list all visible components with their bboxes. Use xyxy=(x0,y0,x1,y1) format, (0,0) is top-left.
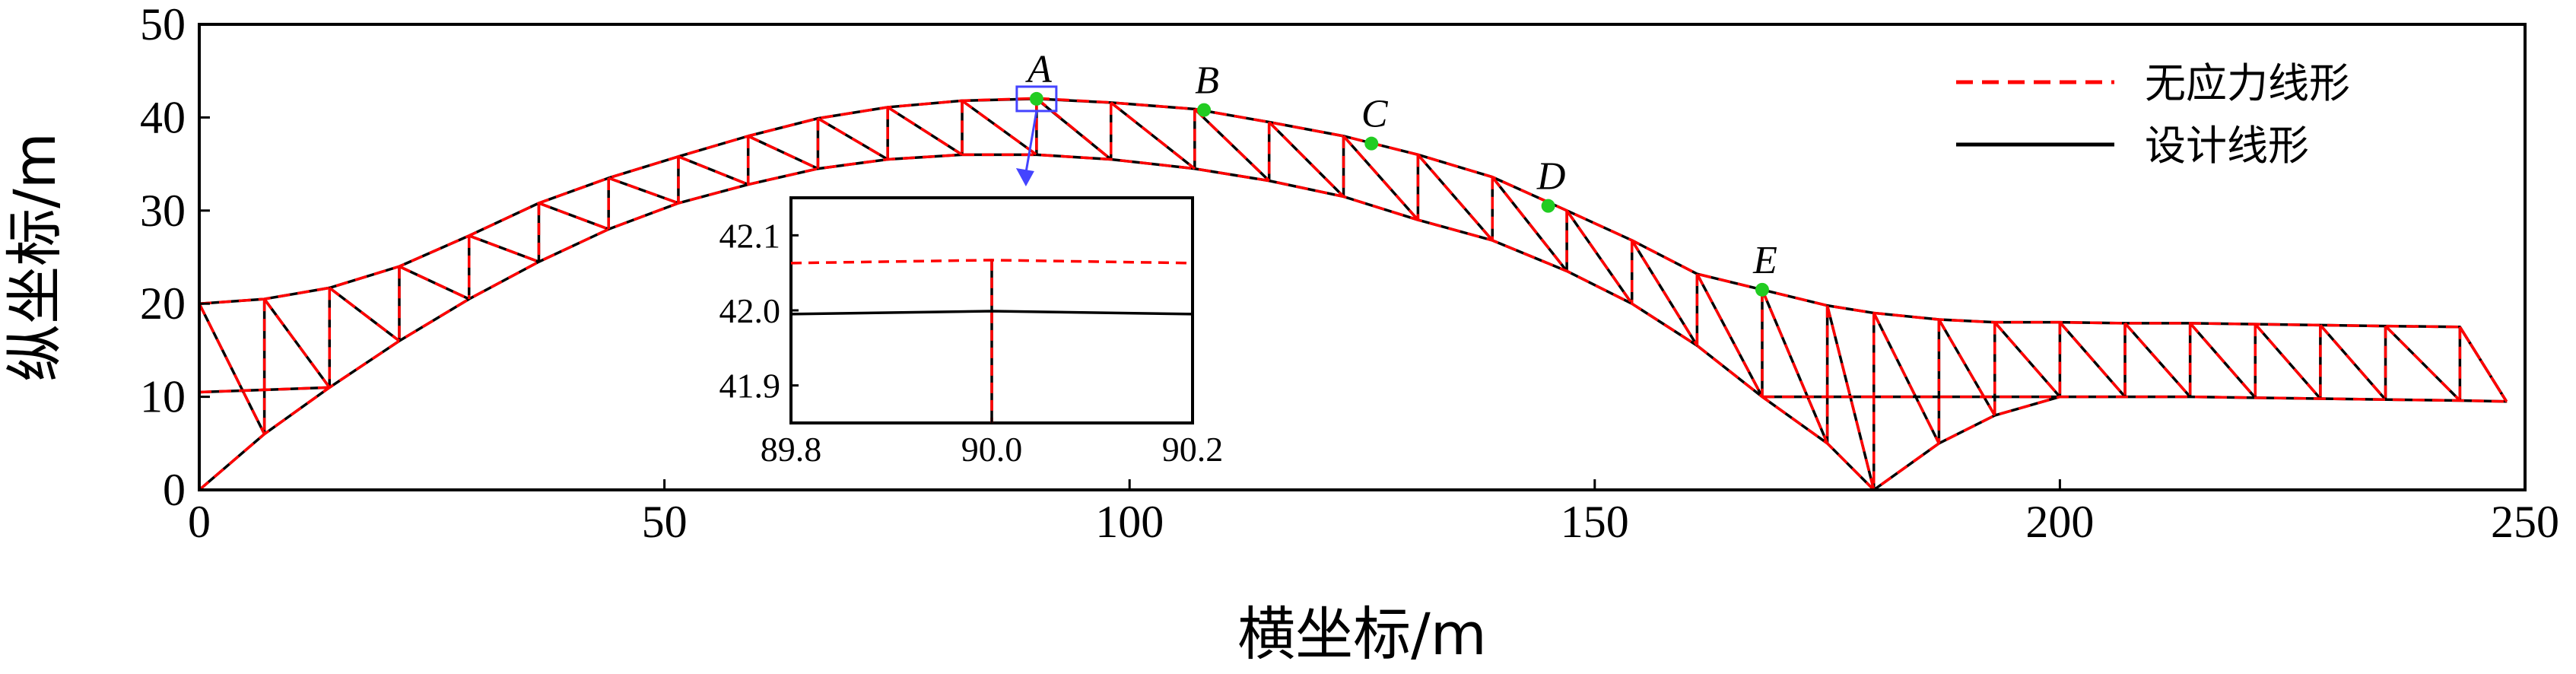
diagonal-member xyxy=(1565,209,1634,305)
x-axis-label: 横坐标/m xyxy=(1237,600,1487,668)
inset-x-ticks: 89.8 90.0 90.2 xyxy=(761,415,1224,469)
key-points: A B C D E xyxy=(1025,48,1777,297)
diagonal-member xyxy=(1695,273,1764,398)
y-tick-label: 0 xyxy=(163,465,186,515)
key-point-marker xyxy=(1541,199,1555,213)
diagonal-member xyxy=(1491,176,1568,272)
inset-x-tick-label: 90.0 xyxy=(961,430,1023,469)
inset-y-tick-label: 42.1 xyxy=(719,216,781,255)
diagonal-member xyxy=(2123,322,2191,398)
key-point-marker xyxy=(1029,91,1043,106)
diagonal-member xyxy=(538,202,609,230)
diagonal-member xyxy=(1417,154,1494,242)
x-tick-label: 0 xyxy=(188,497,211,547)
diagonal-member xyxy=(1342,135,1419,221)
diagonal-member xyxy=(399,265,470,300)
key-point-label: C xyxy=(1361,93,1389,136)
diagonal-member xyxy=(1193,108,1270,182)
y-tick-label: 50 xyxy=(140,0,186,49)
diagonal-member xyxy=(1110,101,1196,170)
diagonal-member xyxy=(747,135,819,170)
diagonal-member xyxy=(198,303,266,435)
diagonal-member xyxy=(887,106,963,156)
x-tick-label: 200 xyxy=(2025,497,2094,547)
diagonal-member xyxy=(1937,319,1996,416)
y-tick-label: 30 xyxy=(140,186,186,236)
diagonal-member xyxy=(678,155,749,186)
diagonal-member xyxy=(329,286,401,342)
key-point-label: B xyxy=(1195,59,1219,103)
diagonal-member xyxy=(2458,326,2508,402)
key-point-label: E xyxy=(1752,239,1777,282)
diagonal-member xyxy=(263,298,331,389)
y-axis-label: 纵坐标/m xyxy=(1,132,68,382)
zoom-marker xyxy=(1015,85,1058,186)
inset-zoom: 89.8 90.0 90.2 41.9 42.0 42.1 xyxy=(719,196,1224,469)
diagonal-member xyxy=(961,99,1037,156)
key-point-label: D xyxy=(1536,155,1566,199)
legend-label-stress-free: 无应力线形 xyxy=(2145,59,2350,107)
diagonal-member xyxy=(2059,321,2127,398)
diagonal-member xyxy=(1872,312,1940,444)
diagonal-member xyxy=(469,234,540,263)
x-axis-ticks: 0 50 100 150 200 250 xyxy=(188,479,2559,547)
extra-member xyxy=(199,386,330,394)
diagonal-member xyxy=(1993,321,2061,398)
zoom-arrow-head xyxy=(1015,168,1034,186)
diagonal-member xyxy=(2254,323,2322,400)
zoom-arrow-line xyxy=(1024,110,1038,173)
x-tick-label: 150 xyxy=(1561,497,1629,547)
diagonal-member xyxy=(2384,325,2461,402)
diagonal-member xyxy=(2189,322,2257,399)
legend: 无应力线形 设计线形 xyxy=(1956,59,2350,170)
inset-plot xyxy=(790,259,1193,423)
inset-y-tick-label: 41.9 xyxy=(719,367,781,405)
diagonal-member xyxy=(1268,121,1345,198)
x-tick-label: 50 xyxy=(642,497,688,547)
key-point-marker xyxy=(1364,136,1379,151)
inset-x-tick-label: 89.8 xyxy=(761,430,822,469)
diagonal-member xyxy=(2319,324,2387,401)
y-axis-ticks: 0 10 20 30 40 50 xyxy=(140,0,210,515)
diagonal-member xyxy=(817,117,889,161)
plot-frame xyxy=(198,23,2527,491)
y-tick-label: 20 xyxy=(140,278,186,329)
stress-free-line-members xyxy=(198,97,2508,491)
diagonal-member xyxy=(608,176,679,205)
plot-area: A B C D E xyxy=(198,48,2508,491)
y-tick-label: 10 xyxy=(140,372,186,422)
y-tick-label: 40 xyxy=(140,92,186,142)
diagonal-member xyxy=(1631,240,1698,347)
inset-y-ticks: 41.9 42.0 42.1 xyxy=(719,216,799,405)
diagonal-member xyxy=(1761,289,1829,444)
legend-label-design: 设计线形 xyxy=(2145,122,2309,170)
diagonal-member xyxy=(1035,97,1112,161)
key-point-label: A xyxy=(1025,48,1052,91)
key-point-marker xyxy=(1197,103,1212,117)
key-point-marker xyxy=(1755,282,1769,297)
inset-y-tick-label: 42.0 xyxy=(719,291,781,330)
inset-x-tick-label: 90.2 xyxy=(1162,430,1224,469)
x-tick-label: 100 xyxy=(1095,497,1164,547)
diagonal-member xyxy=(1825,305,1876,491)
x-tick-label: 250 xyxy=(2491,497,2559,547)
